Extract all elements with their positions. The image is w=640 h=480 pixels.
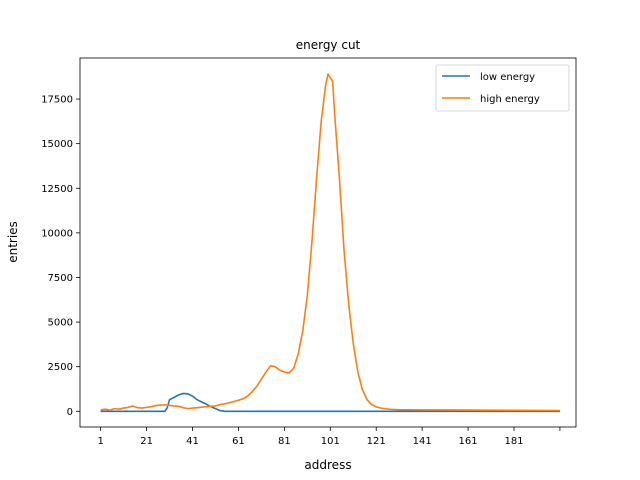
x-tick-label: 121 — [367, 436, 386, 447]
y-tick-label: 0 — [67, 407, 73, 418]
x-tick-label: 101 — [321, 436, 340, 447]
y-tick-label: 2500 — [48, 362, 73, 373]
legend-label-low-energy: low energy — [480, 72, 535, 83]
legend-label-high-energy: high energy — [480, 94, 540, 105]
x-tick-label: 141 — [413, 436, 432, 447]
plot-area — [79, 57, 577, 428]
x-tick-label: 21 — [140, 436, 153, 447]
x-tick-label: 41 — [186, 436, 199, 447]
y-tick-label: 15000 — [41, 139, 73, 150]
series-line-low-energy — [100, 392, 560, 413]
legend: low energy high energy — [435, 64, 570, 112]
x-axis-label: address — [304, 458, 351, 472]
x-tick-label: 181 — [504, 436, 523, 447]
x-tick-label: 161 — [459, 436, 478, 447]
y-tick-label: 7500 — [48, 273, 73, 284]
chart-title: energy cut — [296, 38, 361, 52]
y-tick-label: 17500 — [41, 95, 73, 106]
series-layer — [100, 73, 560, 413]
y-tick-label: 5000 — [48, 318, 73, 329]
x-axis: 1 21 41 61 81 101 121 141 161 181 — [97, 427, 561, 447]
x-tick-label: 1 — [97, 436, 103, 447]
y-tick-label: 12500 — [41, 184, 73, 195]
y-axis-label: entries — [6, 221, 20, 263]
y-axis: 0 2500 5000 7500 10000 12500 15000 17500 — [41, 95, 80, 418]
series-line-high-energy — [100, 73, 560, 412]
y-tick-label: 10000 — [41, 228, 73, 239]
x-tick-label: 61 — [232, 436, 245, 447]
x-tick-label: 81 — [278, 436, 291, 447]
